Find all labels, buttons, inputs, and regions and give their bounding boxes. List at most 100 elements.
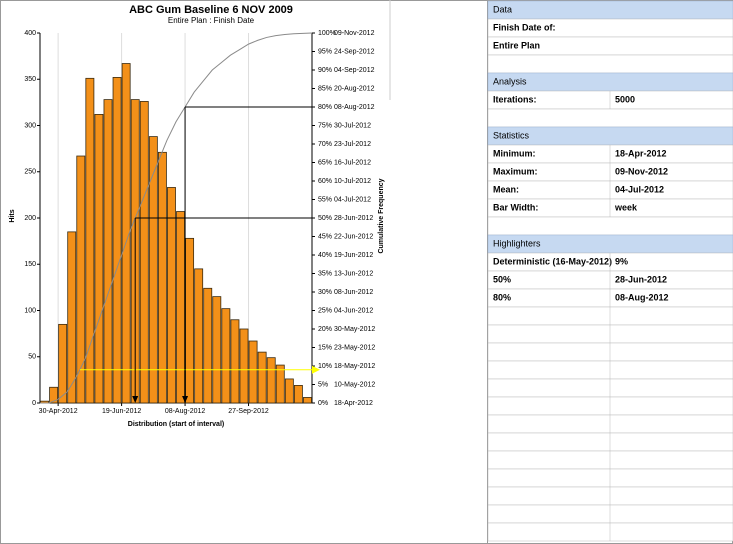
- bar: [203, 287, 213, 404]
- cumulative-line: [40, 32, 313, 404]
- y-tick-label: 100: [24, 307, 36, 314]
- panel-cell: Minimum:: [493, 148, 536, 158]
- highlighter-arrow: [312, 365, 320, 374]
- panel-row: [487, 270, 733, 290]
- bar: [167, 187, 176, 404]
- section-title: Analysis: [493, 76, 527, 86]
- bar: [185, 237, 195, 404]
- highlighter-arrow: [182, 396, 189, 403]
- y2-tick-label: 15%: [318, 344, 332, 351]
- highlighter-arrow: [132, 396, 139, 403]
- panel-cell: week: [614, 202, 638, 212]
- section-title: Data: [493, 4, 512, 14]
- blank-row: [487, 360, 733, 380]
- panel-cell: 5000: [615, 94, 635, 104]
- blank-row: [487, 378, 733, 398]
- bar: [303, 397, 312, 404]
- y2-tick-date: 30-Jul-2012: [334, 122, 371, 129]
- panel-cell: Bar Width:: [493, 202, 538, 212]
- panel-cell: 9%: [615, 256, 628, 266]
- y2-tick-date: 08-Jun-2012: [334, 289, 373, 296]
- y2-tick-date: 09-Nov-2012: [334, 30, 375, 37]
- bar: [49, 386, 59, 404]
- y2-tick-label: 100%: [318, 30, 336, 37]
- y-tick-label: 400: [24, 30, 36, 37]
- bar: [230, 319, 240, 404]
- panel-cell: Entire Plan: [493, 40, 540, 50]
- y-tick-label: 0: [32, 400, 36, 407]
- bar: [221, 308, 231, 404]
- panel-cell: Deterministic (16-May-2012): [493, 256, 612, 266]
- section-title: Highlighters: [493, 238, 541, 248]
- section-title: Statistics: [493, 130, 530, 140]
- panel-cell: 50%: [493, 274, 511, 284]
- bar: [194, 268, 204, 404]
- y2-tick-label: 50%: [318, 215, 332, 222]
- blank-row: [487, 396, 733, 416]
- panel-cell: 18-Apr-2012: [615, 148, 667, 158]
- panel-cell: Mean:: [493, 184, 519, 194]
- y2-axis-label: Cumulative Frequency: [378, 178, 385, 253]
- bar: [266, 357, 276, 404]
- bar: [76, 155, 86, 404]
- y2-tick-label: 65%: [318, 159, 332, 166]
- x-axis-label: Distribution (start of interval): [128, 421, 224, 428]
- blank-row: [487, 108, 733, 128]
- y2-tick-date: 22-Jun-2012: [334, 233, 373, 240]
- panel-row: [487, 180, 733, 200]
- y-axis-label: Hits: [9, 209, 16, 222]
- section-header: [487, 0, 733, 20]
- blank-row: [487, 468, 733, 488]
- blank-row: [487, 306, 733, 326]
- y2-tick-label: 5%: [318, 381, 328, 388]
- y-tick-label: 50: [28, 354, 36, 361]
- bar: [58, 323, 68, 404]
- blank-row: [487, 486, 733, 506]
- y2-tick-label: 90%: [318, 67, 332, 74]
- bar: [103, 99, 113, 404]
- y2-tick-label: 20%: [318, 326, 332, 333]
- y2-tick-label: 25%: [318, 307, 332, 314]
- y2-tick-label: 80%: [318, 104, 332, 111]
- bar: [157, 151, 167, 404]
- panel-cell: 08-Aug-2012: [615, 292, 669, 302]
- blank-row: [487, 504, 733, 524]
- y2-tick-date: 10-Jul-2012: [334, 178, 371, 185]
- panel-cell: 80%: [493, 292, 511, 302]
- y2-tick-date: 04-Jul-2012: [334, 196, 371, 203]
- y2-tick-label: 45%: [318, 233, 332, 240]
- x-tick-label: 08-Aug-2012: [165, 408, 206, 415]
- bar: [85, 77, 95, 404]
- blank-row: [487, 450, 733, 470]
- y2-tick-label: 75%: [318, 122, 332, 129]
- y2-tick-date: 04-Sep-2012: [334, 67, 375, 74]
- x-tick-label: 19-Jun-2012: [102, 408, 141, 415]
- y2-tick-date: 18-May-2012: [334, 363, 375, 370]
- y2-tick-label: 60%: [318, 178, 332, 185]
- y2-tick-date: 13-Jun-2012: [334, 270, 373, 277]
- blank-row: [487, 432, 733, 452]
- panel-cell: 28-Jun-2012: [615, 274, 667, 284]
- panel-cell: Iterations:: [493, 94, 537, 104]
- blank-row: [487, 342, 733, 362]
- y2-tick-label: 70%: [318, 141, 332, 148]
- y2-tick-label: 95%: [318, 48, 332, 55]
- bar: [121, 63, 131, 404]
- y-tick-label: 350: [24, 76, 36, 83]
- bar: [239, 328, 249, 404]
- bar: [257, 351, 267, 404]
- x-tick-label: 27-Sep-2012: [228, 408, 269, 415]
- y2-tick-date: 04-Jun-2012: [334, 307, 373, 314]
- bar: [284, 378, 294, 404]
- y2-tick-label: 85%: [318, 85, 332, 92]
- panel-cell: Finish Date of:: [493, 22, 556, 32]
- bar: [212, 296, 222, 404]
- y2-tick-date: 24-Sep-2012: [334, 48, 375, 55]
- y2-tick-date: 30-May-2012: [334, 326, 375, 333]
- y2-tick-date: 28-Jun-2012: [334, 215, 373, 222]
- y2-tick-label: 40%: [318, 252, 332, 259]
- y2-tick-date: 20-Aug-2012: [334, 85, 375, 92]
- bar: [248, 340, 258, 404]
- bar: [94, 114, 104, 404]
